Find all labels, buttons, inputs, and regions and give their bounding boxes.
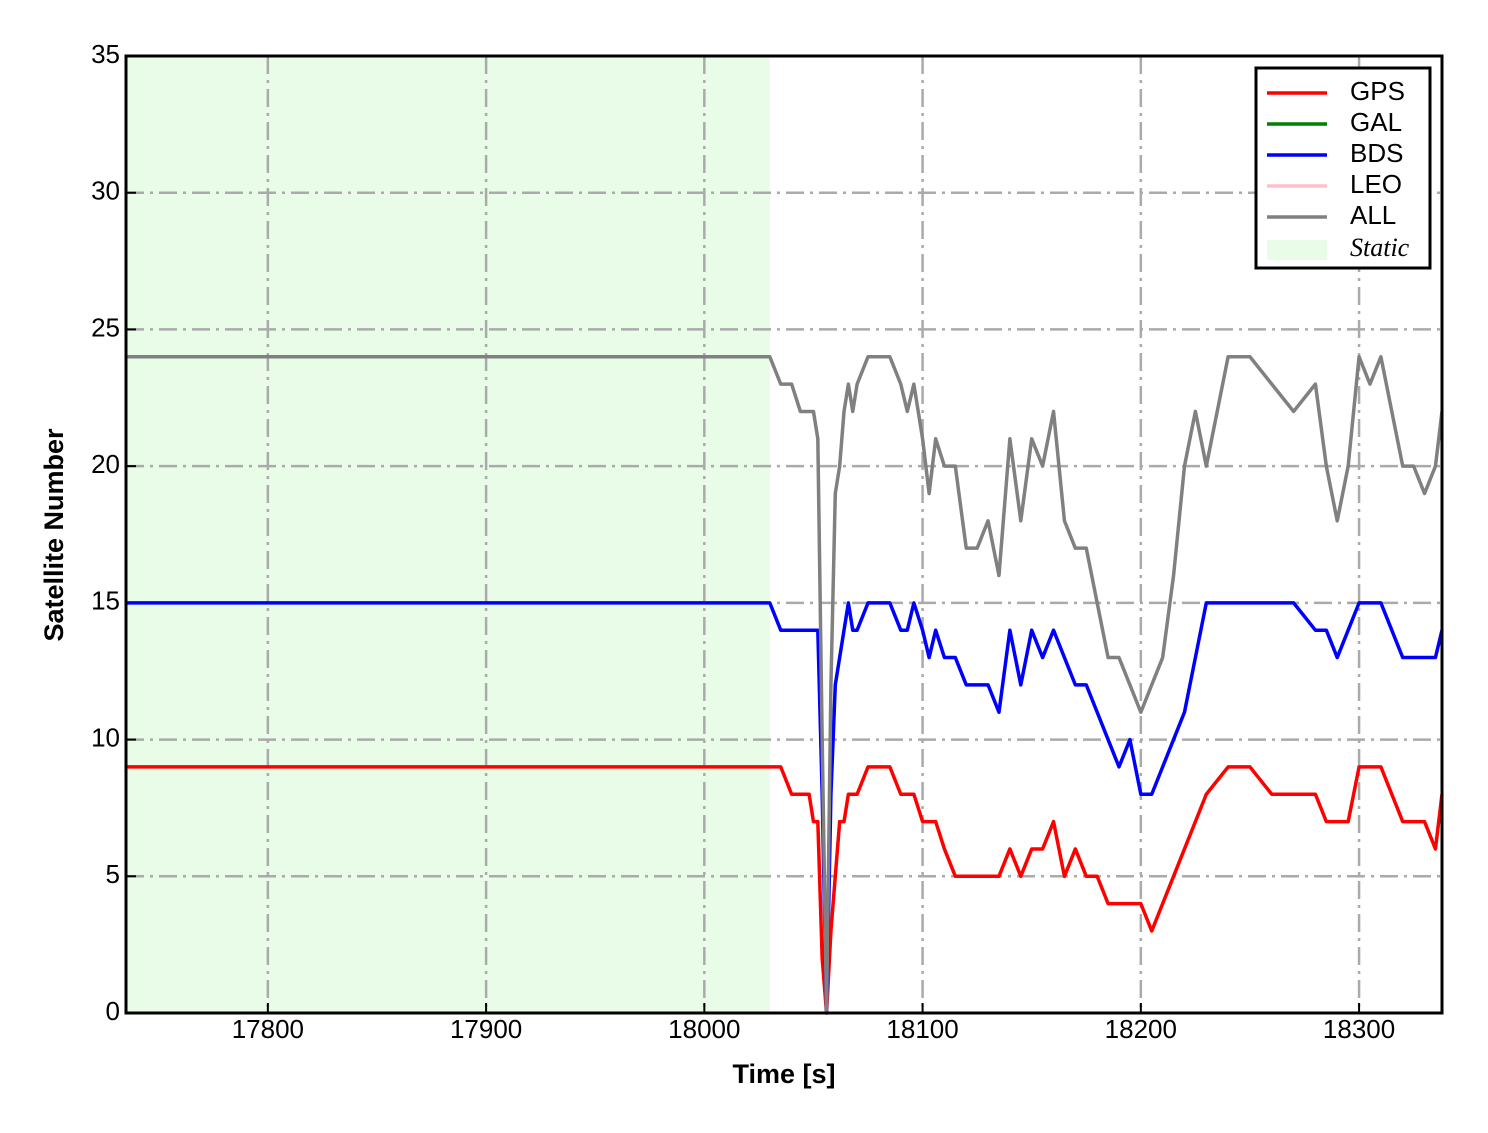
legend-label: Static (1350, 233, 1410, 262)
series-line (126, 601, 1444, 1015)
x-axis-label: Time [s] (732, 1059, 835, 1089)
y-tick-label: 10 (91, 722, 120, 752)
x-tick-label: 18000 (668, 1014, 740, 1044)
legend-label: GPS (1350, 76, 1405, 106)
legend-label: BDS (1350, 138, 1403, 168)
y-axis-label: Satellite Number (39, 428, 69, 642)
x-tick-label: 17900 (450, 1014, 522, 1044)
legend-swatch (1267, 240, 1327, 260)
y-tick-label: 20 (91, 449, 120, 479)
x-tick-label: 18200 (1105, 1014, 1177, 1044)
y-tick-label: 15 (91, 586, 120, 616)
y-tick-label: 25 (91, 312, 120, 342)
y-tick-label: 5 (106, 859, 120, 889)
plot-frame (124, 54, 1444, 1015)
legend-label: GAL (1350, 107, 1402, 137)
y-tick-label: 30 (91, 176, 120, 206)
legend-box (1254, 66, 1432, 270)
series-line (126, 355, 1444, 1015)
legend-label: ALL (1350, 200, 1396, 230)
x-tick-label: 17800 (232, 1014, 304, 1044)
static-region (126, 56, 770, 1013)
y-tick-label: 0 (106, 996, 120, 1026)
x-tick-label: 18300 (1323, 1014, 1395, 1044)
x-tick-label: 18100 (886, 1014, 958, 1044)
y-tick-label: 35 (91, 39, 120, 69)
legend-label: LEO (1350, 169, 1402, 199)
series-line (126, 765, 1444, 1015)
